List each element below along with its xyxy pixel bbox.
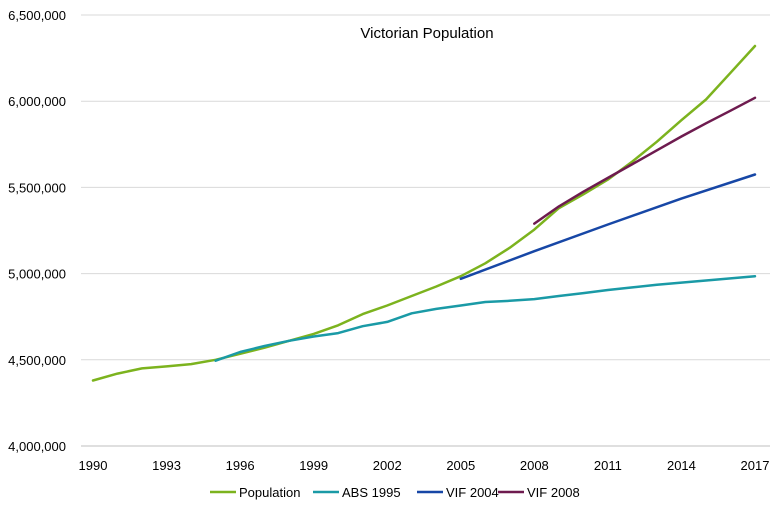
chart-title: Victorian Population <box>360 25 493 42</box>
x-tick-label: 1999 <box>299 458 328 473</box>
y-tick-label: 6,500,000 <box>8 8 66 23</box>
series-line-abs-1995 <box>214 274 757 362</box>
x-tick-label: 2008 <box>520 458 549 473</box>
y-tick-label: 4,000,000 <box>8 439 66 454</box>
legend-label: ABS 1995 <box>342 485 401 500</box>
y-tick-label: 5,500,000 <box>8 180 66 195</box>
x-tick-label: 2011 <box>594 458 622 473</box>
y-axis-tick-labels: 4,000,000 4,500,000 5,000,000 5,500,000 6,00… <box>8 8 66 454</box>
x-tick-label: 1996 <box>226 458 255 473</box>
x-tick-label: 2017 <box>741 458 770 473</box>
x-tick-label: 2005 <box>446 458 475 473</box>
legend-label: VIF 2008 <box>527 485 580 500</box>
x-tick-label: 1990 <box>79 458 108 473</box>
y-tick-label: 4,500,000 <box>8 353 66 368</box>
legend: Population ABS 1995 VIF 2004 VIF 2008 <box>210 485 580 500</box>
x-tick-label: 2014 <box>667 458 696 473</box>
y-tick-label: 5,000,000 <box>8 267 66 282</box>
series-line-vif-2008 <box>533 96 757 225</box>
x-axis-tick-labels: 1990 1993 1996 1999 2002 2005 2008 2011 2014 2017 <box>79 458 770 473</box>
series-layer <box>91 44 757 382</box>
x-tick-label: 1993 <box>152 458 181 473</box>
x-tick-label: 2002 <box>373 458 402 473</box>
legend-label: VIF 2004 <box>446 485 499 500</box>
legend-label: Population <box>239 485 300 500</box>
series-line-vif-2004 <box>459 173 757 281</box>
y-tick-label: 6,000,000 <box>8 94 66 109</box>
series-line-population <box>91 44 757 382</box>
gridlines <box>81 14 770 361</box>
